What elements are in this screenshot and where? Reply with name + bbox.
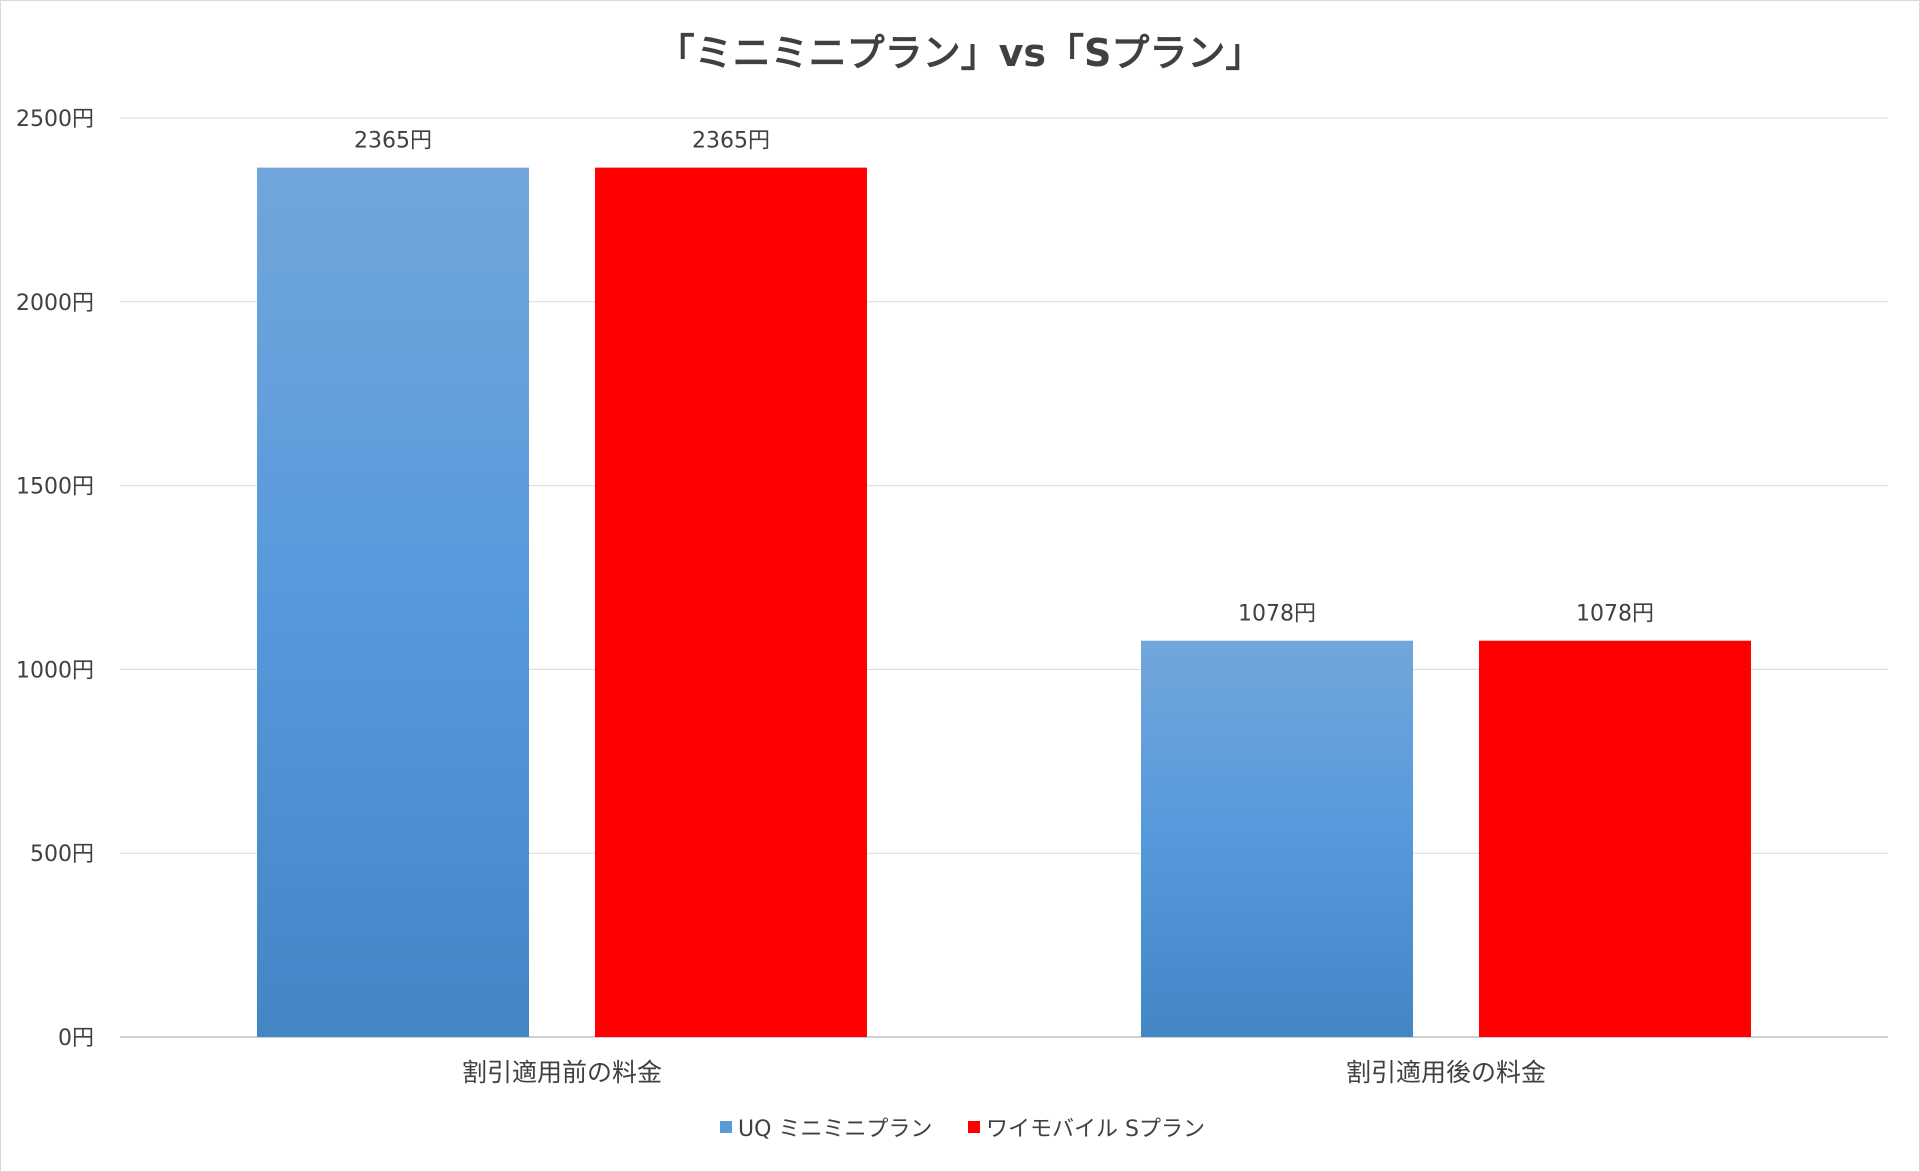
data-label: 2365円 [692, 129, 770, 154]
legend-label: ワイモバイル Sプラン [986, 1117, 1205, 1142]
data-labels: 2365円 2365円 1078円 1078円 [354, 129, 1654, 627]
chart-title: 「ミニミニプラン」vs「Sプラン」 [657, 31, 1264, 75]
bar-ymobile-1 [595, 167, 867, 1038]
legend-swatch [720, 1121, 732, 1133]
legend: UQ ミニミニプラン ワイモバイル Sプラン [720, 1117, 1205, 1142]
x-axis-category-labels: 割引適用前の料金 割引適用後の料金 [462, 1058, 1546, 1087]
bar-uq-2 [1141, 640, 1413, 1037]
legend-label: UQ ミニミニプラン [738, 1117, 932, 1142]
y-tick-label: 2500円 [16, 107, 94, 132]
y-tick-label: 2000円 [16, 291, 94, 316]
category-label: 割引適用前の料金 [462, 1058, 662, 1087]
data-label: 1078円 [1576, 602, 1654, 627]
legend-item-uq: UQ ミニミニプラン [720, 1117, 932, 1142]
y-tick-label: 500円 [30, 842, 94, 867]
data-label: 1078円 [1238, 602, 1316, 627]
y-axis-tick-labels: 0円 500円 1000円 1500円 2000円 2500円 [16, 107, 94, 1051]
bar-uq-1 [257, 167, 529, 1038]
bars [257, 167, 1751, 1038]
y-tick-label: 1500円 [16, 475, 94, 500]
category-label: 割引適用後の料金 [1346, 1058, 1546, 1087]
bar-ymobile-2 [1479, 640, 1751, 1037]
y-tick-label: 1000円 [16, 658, 94, 683]
y-tick-label: 0円 [58, 1026, 94, 1051]
data-label: 2365円 [354, 129, 432, 154]
legend-item-ymobile: ワイモバイル Sプラン [968, 1117, 1205, 1142]
legend-swatch [968, 1121, 980, 1133]
